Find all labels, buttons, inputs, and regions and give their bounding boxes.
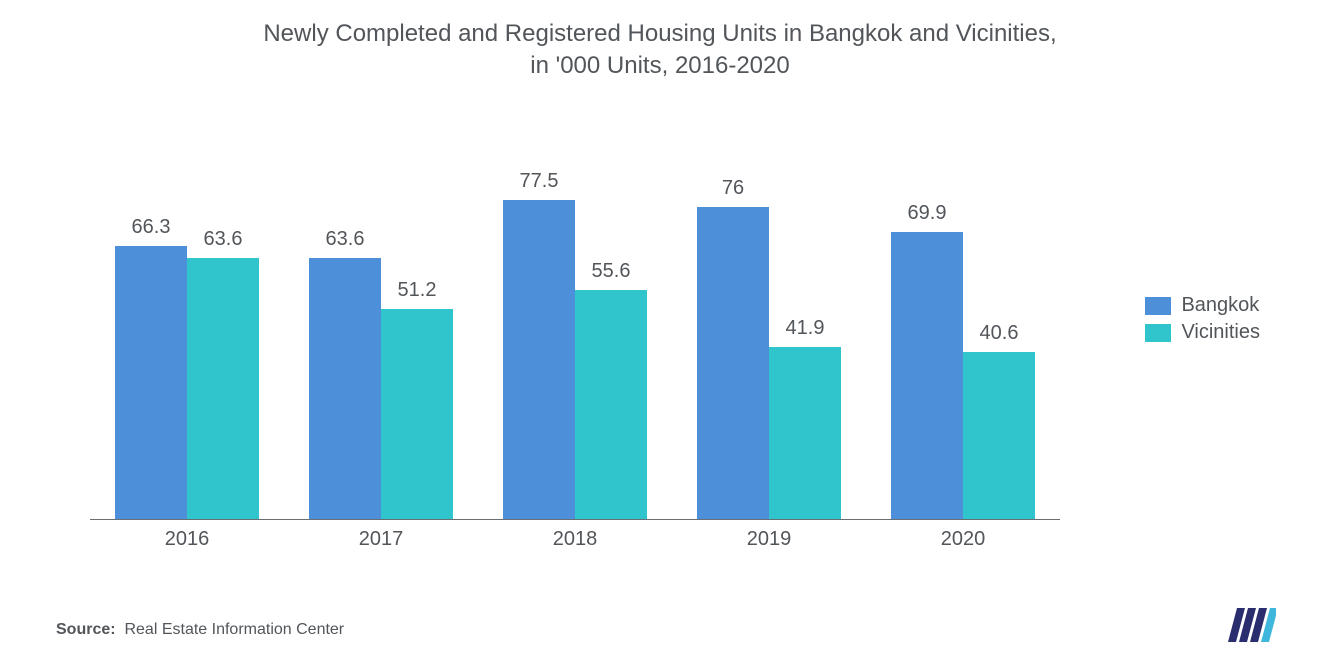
bar: 66.3: [115, 246, 187, 519]
bar: 51.2: [381, 309, 453, 519]
bar: 76: [697, 207, 769, 519]
bar-groups: 66.363.663.651.277.555.67641.969.940.6: [90, 150, 1060, 519]
chart-title: Newly Completed and Registered Housing U…: [0, 18, 1320, 83]
bar-value-label: 76: [722, 177, 744, 200]
chart-title-line1: Newly Completed and Registered Housing U…: [263, 20, 1056, 47]
bar-value-label: 63.6: [204, 228, 243, 251]
bar-group: 66.363.6: [90, 150, 284, 519]
bar-group: 77.555.6: [478, 150, 672, 519]
bar: 63.6: [187, 258, 259, 519]
bar-value-label: 40.6: [980, 322, 1019, 345]
source-attribution: Source: Real Estate Information Center: [56, 621, 344, 639]
legend-label: Vicinities: [1181, 321, 1260, 344]
bar-group: 63.651.2: [284, 150, 478, 519]
source-label: Source:: [56, 621, 116, 638]
bar-value-label: 51.2: [398, 279, 437, 302]
chart-title-line2: in '000 Units, 2016-2020: [530, 52, 789, 79]
plot-area: 66.363.663.651.277.555.67641.969.940.6: [90, 150, 1060, 520]
bar-value-label: 77.5: [520, 170, 559, 193]
bar-value-label: 66.3: [132, 216, 171, 239]
bar-value-label: 69.9: [908, 202, 947, 225]
brand-logo-icon: [1222, 608, 1276, 647]
x-axis-ticks: 20162017201820192020: [90, 528, 1060, 551]
bar: 69.9: [891, 232, 963, 519]
x-tick-label: 2020: [866, 528, 1060, 551]
bar-value-label: 55.6: [592, 260, 631, 283]
legend-item: Bangkok: [1145, 294, 1260, 317]
x-tick-label: 2017: [284, 528, 478, 551]
bar-group: 7641.9: [672, 150, 866, 519]
x-tick-label: 2019: [672, 528, 866, 551]
bar: 41.9: [769, 347, 841, 519]
legend-item: Vicinities: [1145, 321, 1260, 344]
x-tick-label: 2018: [478, 528, 672, 551]
legend-swatch: [1145, 324, 1171, 342]
bar: 63.6: [309, 258, 381, 519]
chart-container: Newly Completed and Registered Housing U…: [0, 0, 1320, 665]
bar-value-label: 63.6: [326, 228, 365, 251]
legend-label: Bangkok: [1181, 294, 1259, 317]
legend: Bangkok Vicinities: [1145, 290, 1260, 348]
bar: 40.6: [963, 352, 1035, 519]
bar-value-label: 41.9: [786, 317, 825, 340]
x-tick-label: 2016: [90, 528, 284, 551]
source-text: Real Estate Information Center: [124, 621, 344, 638]
legend-swatch: [1145, 297, 1171, 315]
bar-group: 69.940.6: [866, 150, 1060, 519]
bar: 55.6: [575, 290, 647, 519]
bar: 77.5: [503, 200, 575, 519]
